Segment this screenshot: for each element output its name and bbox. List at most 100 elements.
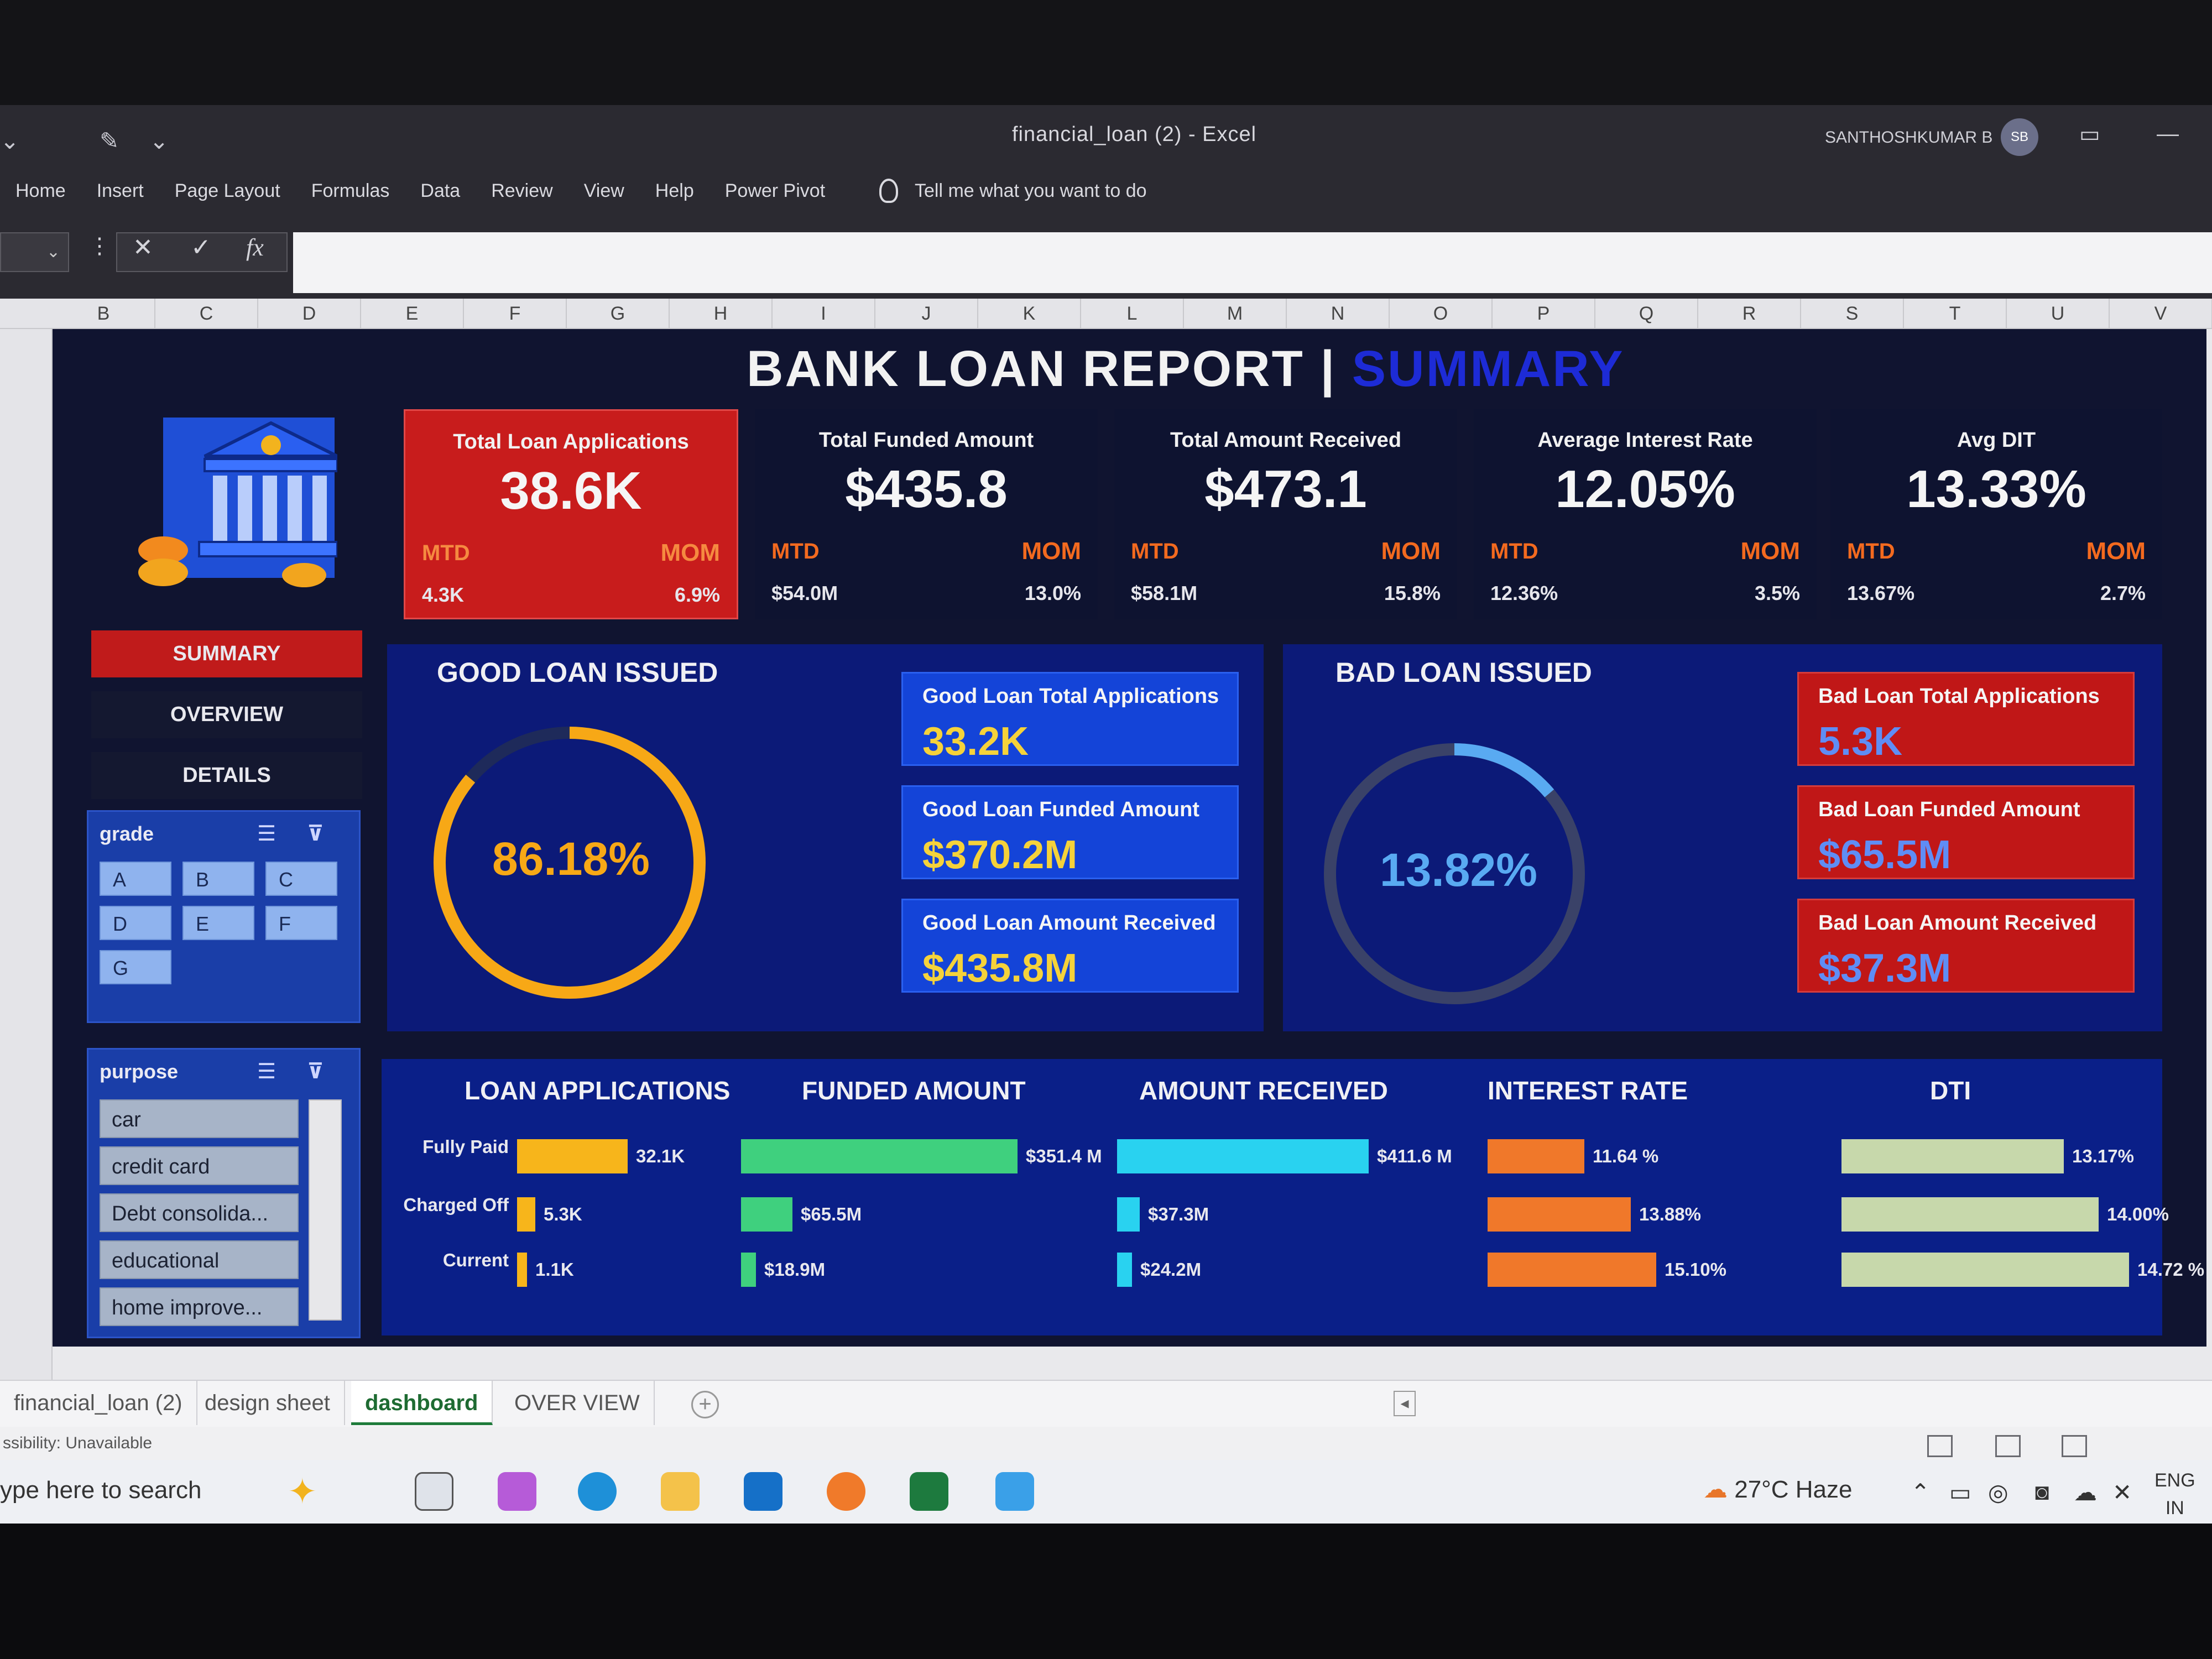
bar-value-label: 11.64 % [1593, 1146, 1659, 1166]
tab-home[interactable]: Home [15, 180, 66, 201]
grade-option-d[interactable]: D [100, 906, 171, 940]
column-header-u[interactable]: U [2007, 299, 2110, 329]
bad-loan-funded-card: Bad Loan Funded Amount $65.5M [1797, 785, 2135, 879]
tab-page-layout[interactable]: Page Layout [174, 180, 280, 201]
column-header-i[interactable]: I [773, 299, 875, 329]
column-header-c[interactable]: C [155, 299, 258, 329]
page-layout-view-icon[interactable] [1995, 1435, 2021, 1457]
purpose-option-debt-consolidation[interactable]: Debt consolida... [100, 1193, 299, 1232]
column-header-t[interactable]: T [1904, 299, 2007, 329]
camera-icon[interactable]: ◙ [2035, 1479, 2049, 1505]
insert-function-icon[interactable]: fx [246, 234, 264, 261]
cancel-icon[interactable]: ✕ [133, 234, 153, 261]
column-header-j[interactable]: J [875, 299, 978, 329]
column-header-n[interactable]: N [1287, 299, 1390, 329]
excel-icon[interactable] [910, 1472, 948, 1511]
show-hidden-icons[interactable]: ⌃ [1911, 1479, 1931, 1505]
purpose-option-credit-card[interactable]: credit card [100, 1146, 299, 1185]
grade-option-f[interactable]: F [265, 906, 337, 940]
multi-select-icon[interactable]: ☰ [257, 822, 276, 846]
sheet-tab-dashboard[interactable]: dashboard [351, 1381, 493, 1425]
bar-dti-current [1841, 1253, 2129, 1287]
kpi-total-funded: Total Funded Amount $435.8 MTD MOM $54.0… [755, 409, 1098, 619]
language-indicator[interactable]: ENG IN [2154, 1467, 2195, 1522]
enter-icon[interactable]: ✓ [191, 234, 211, 261]
cloud-icon[interactable]: ☁ [2074, 1479, 2097, 1505]
tab-view[interactable]: View [583, 180, 624, 201]
sheet-tab-over-view[interactable]: OVER VIEW [500, 1381, 655, 1425]
column-header-o[interactable]: O [1390, 299, 1493, 329]
tab-data[interactable]: Data [420, 180, 461, 201]
column-header-l[interactable]: L [1081, 299, 1184, 329]
nav-summary-button[interactable]: SUMMARY [91, 630, 362, 677]
edge-icon[interactable] [578, 1472, 617, 1511]
photos-icon[interactable] [995, 1472, 1034, 1511]
weather-widget[interactable]: ☁ 27°C Haze [1703, 1475, 1853, 1504]
tab-power-pivot[interactable]: Power Pivot [724, 180, 826, 201]
minimize-icon[interactable]: — [2157, 122, 2179, 146]
grade-option-g[interactable]: G [100, 950, 171, 984]
sheet-tab-design-sheet[interactable]: design sheet [191, 1381, 345, 1425]
taskbar-search[interactable]: ype here to search [0, 1477, 202, 1504]
nav-overview-button[interactable]: OVERVIEW [91, 691, 362, 738]
battery-icon[interactable]: ▭ [1949, 1479, 1971, 1505]
column-header-s[interactable]: S [1801, 299, 1904, 329]
scroll-left-icon[interactable]: ◂ [1394, 1391, 1416, 1416]
add-sheet-icon[interactable]: + [691, 1391, 719, 1418]
column-header-q[interactable]: Q [1595, 299, 1698, 329]
column-header-v[interactable]: V [2110, 299, 2212, 329]
column-header-p[interactable]: P [1493, 299, 1595, 329]
format-painter-icon[interactable]: ✎ [100, 128, 119, 154]
column-header-e[interactable]: E [361, 299, 464, 329]
multi-select-icon[interactable]: ☰ [257, 1060, 276, 1083]
user-name[interactable]: SANTHOSHKUMAR B [1825, 128, 1993, 147]
name-box[interactable]: ⌄ [0, 232, 69, 272]
column-header-f[interactable]: F [464, 299, 567, 329]
formula-input[interactable] [293, 232, 2212, 293]
purpose-option-home-improvement[interactable]: home improve... [100, 1287, 299, 1326]
grade-option-b[interactable]: B [182, 862, 254, 896]
column-header-m[interactable]: M [1184, 299, 1287, 329]
column-header-g[interactable]: G [567, 299, 670, 329]
slicer-scrollbar[interactable] [309, 1099, 342, 1321]
task-view-icon[interactable] [415, 1472, 453, 1511]
purpose-option-car[interactable]: car [100, 1099, 299, 1138]
tell-me-search[interactable]: Tell me what you want to do [879, 171, 1147, 210]
column-header-k[interactable]: K [978, 299, 1081, 329]
network-icon[interactable]: ◎ [1988, 1479, 2008, 1505]
customize-toolbar-icon[interactable]: ⌄ [149, 128, 169, 154]
kpi-mtd-label: MTD [422, 541, 470, 565]
outlook-icon[interactable] [744, 1472, 782, 1511]
tab-review[interactable]: Review [491, 180, 553, 201]
normal-view-icon[interactable] [1927, 1435, 1953, 1457]
copilot-sparkle-icon[interactable]: ✦ [288, 1472, 317, 1511]
sheet-tab-financial-loan[interactable]: financial_loan (2) [0, 1381, 197, 1425]
copilot-icon[interactable] [498, 1472, 536, 1511]
more-options-icon[interactable]: ⋮ [88, 234, 111, 258]
undo-dropdown-icon[interactable]: ⌄ [0, 128, 20, 154]
grade-option-c[interactable]: C [265, 862, 337, 896]
volume-muted-icon[interactable]: ✕ [2112, 1479, 2132, 1505]
accessibility-status[interactable]: ssibility: Unavailable [3, 1434, 153, 1452]
column-header-h[interactable]: H [670, 299, 773, 329]
column-header-b[interactable]: B [53, 299, 155, 329]
card-label: Good Loan Funded Amount [922, 798, 1199, 821]
nav-details-button[interactable]: DETAILS [91, 752, 362, 799]
firefox-icon[interactable] [827, 1472, 865, 1511]
grade-option-a[interactable]: A [100, 862, 171, 896]
tab-insert[interactable]: Insert [96, 180, 144, 201]
column-header-r[interactable]: R [1698, 299, 1801, 329]
clear-filter-icon[interactable]: ⊽ [307, 822, 324, 846]
kpi-mtd-label: MTD [1131, 539, 1179, 564]
ribbon-display-icon[interactable]: ▭ [2079, 122, 2100, 147]
grade-option-e[interactable]: E [182, 906, 254, 940]
column-header-d[interactable]: D [258, 299, 361, 329]
file-explorer-icon[interactable] [661, 1472, 700, 1511]
good-loan-applications-card: Good Loan Total Applications 33.2K [901, 672, 1239, 766]
tab-help[interactable]: Help [655, 180, 694, 201]
purpose-option-educational[interactable]: educational [100, 1240, 299, 1279]
page-break-view-icon[interactable] [2062, 1435, 2087, 1457]
avatar[interactable]: SB [2001, 118, 2038, 156]
clear-filter-icon[interactable]: ⊽ [307, 1060, 324, 1083]
tab-formulas[interactable]: Formulas [311, 180, 390, 201]
